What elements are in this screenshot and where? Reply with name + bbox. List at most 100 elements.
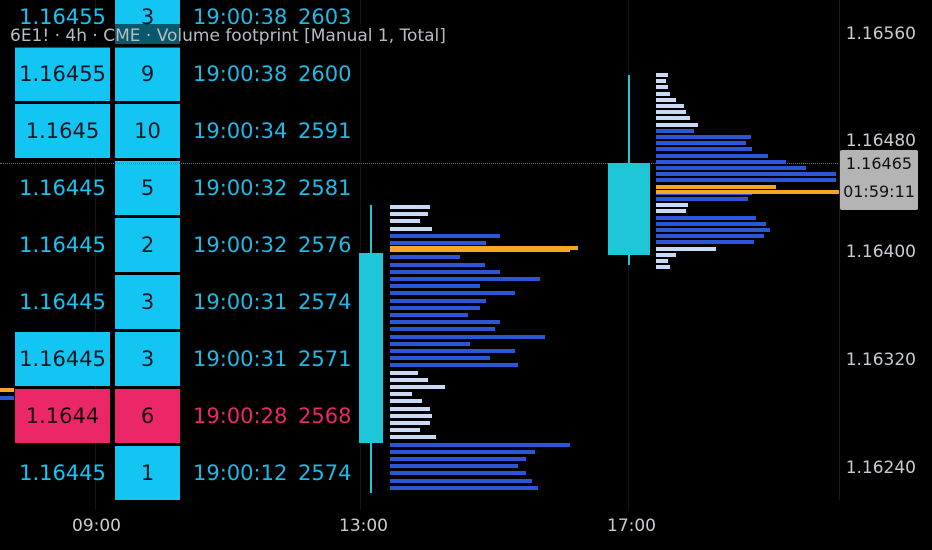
time-axis-label: 17:00 [607,516,656,536]
trade-time: 19:00:38 [193,62,288,86]
trade-row: 1.16445 5 19:00:32 2581 [0,161,360,215]
current-price-line [0,163,840,164]
volume-profile-bar [656,265,670,270]
volume-profile-bar [390,269,500,274]
trade-row: 1.16445 1 19:00:12 2574 [0,446,360,500]
volume-profile-bar [656,116,690,121]
volume-profile-bar [656,135,751,139]
price-axis-label: 1.16320 [845,350,916,370]
volume-profile-bar [390,226,432,231]
volume-profile-bar [656,246,716,251]
volume-profile-bar [656,240,754,245]
poc-line [0,388,14,392]
footprint-chart[interactable] [0,0,840,500]
volume-profile-bar [656,110,686,115]
trade-time: 19:00:31 [193,347,288,371]
volume-profile-bar [390,485,538,490]
volume-profile-bar [390,435,436,440]
volume-profile-bar [656,234,764,239]
time-axis-label: 09:00 [72,516,121,536]
volume-profile-bar [390,341,470,346]
trade-id: 2600 [298,62,352,86]
volume-profile-bar [390,320,500,325]
trade-size: 3 [115,332,180,386]
volume-profile-bar [390,370,418,375]
volume-profile-bar [656,178,836,183]
trade-time: 19:00:32 [193,233,288,257]
volume-profile-bar [390,255,460,260]
trade-id: 2571 [298,347,352,371]
trade-time: 19:00:12 [193,461,288,485]
volume-profile-bar [390,377,428,382]
volume-profile-bar [390,471,526,476]
trade-row: 1.16445 2 19:00:32 2576 [0,218,360,272]
time-axis[interactable]: 09:00 13:00 17:00 [0,500,840,550]
volume-profile-bar [0,396,14,400]
trade-row: 1.1644 6 19:00:28 2568 [0,389,360,443]
volume-profile-bar [390,212,428,217]
trade-size: 1 [115,446,180,500]
volume-profile-bar [390,478,532,483]
volume-profile-bar [390,334,545,339]
price-axis-label: 1.16480 [845,131,916,151]
trade-size: 6 [115,389,180,443]
trade-row: 1.16455 9 19:00:38 2600 [0,47,360,101]
trade-row: 1.16445 3 19:00:31 2574 [0,275,360,329]
volume-profile-bar [390,205,430,209]
trade-id: 2576 [298,233,352,257]
volume-profile-bar [656,252,676,257]
grid-line [95,0,96,510]
volume-profile-bar [390,413,432,418]
volume-profile-bar [390,327,495,332]
current-price-value: 1.16465 [845,154,913,173]
trade-price: 1.16445 [19,233,106,257]
volume-profile-bar [390,385,445,389]
volume-profile-bar [656,104,684,108]
volume-profile-bar [390,219,420,224]
volume-profile-bar [390,233,500,238]
trade-price: 1.16445 [15,332,110,386]
trade-id: 2574 [298,290,352,314]
price-axis[interactable]: 1.16560 1.16480 1.16400 1.16320 1.16240 … [839,0,932,500]
bar-countdown: 01:59:11 [843,182,915,201]
volume-profile-bar [390,457,526,461]
trade-id: 2568 [298,404,352,428]
candle-wick [370,205,372,493]
trade-price: 1.16445 [19,290,106,314]
volume-profile-bar [390,428,420,433]
volume-profile-bar [390,421,430,425]
volume-profile-bar [390,262,485,267]
volume-profile-bar [656,215,756,220]
trade-id: 2581 [298,176,352,200]
volume-profile-bar [656,122,698,127]
volume-profile-bar [390,442,570,447]
trade-size: 10 [115,104,180,158]
volume-profile-bar [656,128,694,133]
trade-time: 19:00:28 [193,404,288,428]
volume-profile-bar [390,298,486,303]
volume-profile-bar [390,313,468,317]
volume-profile-bar [656,141,746,146]
price-axis-label: 1.16400 [845,242,916,262]
trade-price: 1.16445 [19,461,106,485]
volume-profile-bar [390,291,515,296]
volume-profile-bar [656,79,666,84]
volume-profile-bar [656,203,688,208]
trade-price: 1.16445 [19,176,106,200]
volume-profile-bar [656,209,686,214]
volume-profile-bar [390,241,486,245]
time-axis-label: 13:00 [339,516,388,536]
trade-price: 1.1645 [15,104,110,158]
volume-profile-bar [656,147,752,152]
trade-time: 19:00:31 [193,290,288,314]
volume-profile-bar [656,97,676,102]
volume-profile-bar [656,159,786,164]
candle-wick [628,75,630,265]
volume-profile-bar [390,349,515,353]
chart-legend[interactable]: 6E1! · 4h · CME · Volume footprint [Manu… [0,24,452,48]
volume-profile-bar [656,153,768,158]
trade-price: 1.16455 [15,47,110,101]
trade-id: 2591 [298,119,352,143]
poc-line [390,246,578,250]
volume-profile-bar [390,305,480,310]
